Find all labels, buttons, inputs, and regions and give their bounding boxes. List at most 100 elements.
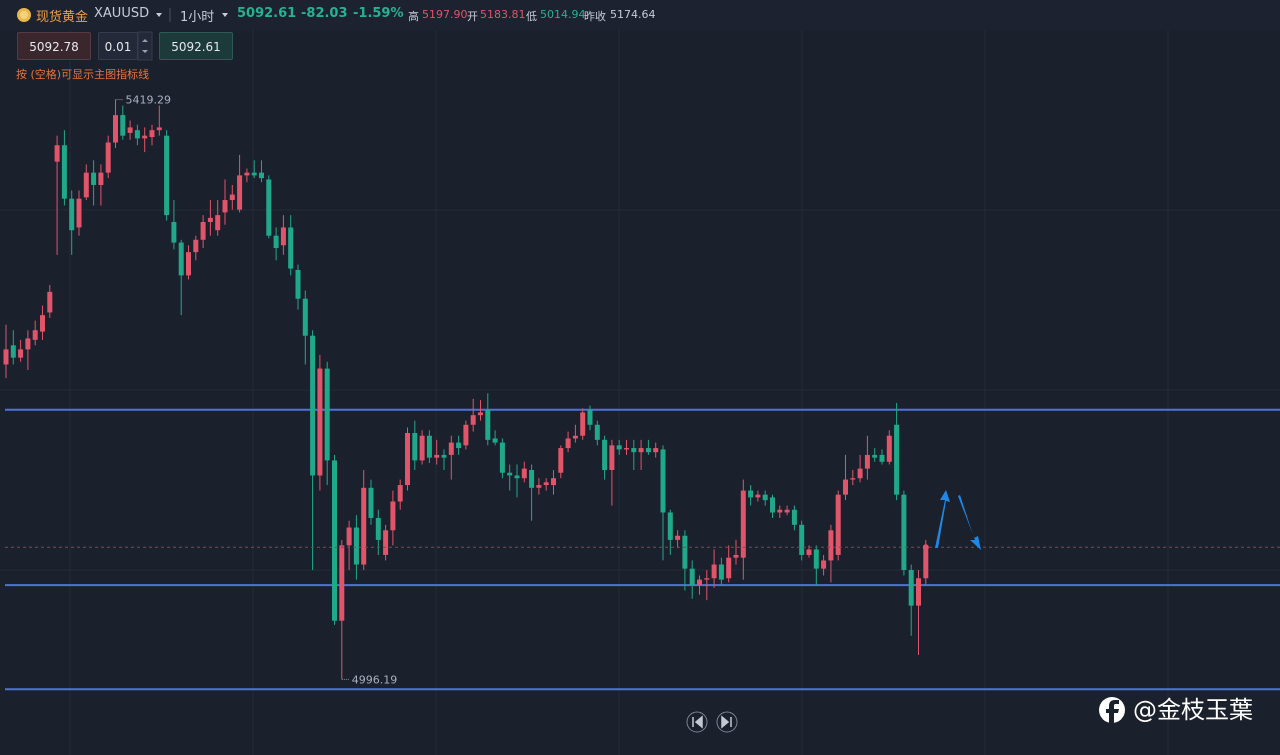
candle-body — [470, 415, 476, 425]
candle-body — [207, 217, 213, 222]
candle-body — [91, 172, 97, 185]
interval-dropdown[interactable] — [222, 13, 228, 17]
candle-body — [222, 200, 228, 213]
low-label: 4996.19 — [352, 673, 398, 686]
candle-body — [229, 194, 235, 201]
candle-body — [244, 172, 250, 176]
candle-body — [339, 545, 345, 621]
down-arrow — [958, 495, 981, 550]
candle-body — [704, 578, 710, 580]
candle-body — [18, 349, 24, 358]
candle-body — [317, 368, 323, 476]
candle-body — [302, 298, 308, 336]
candle-body — [791, 509, 797, 525]
lot-spinner[interactable] — [137, 31, 153, 61]
sell-button[interactable]: 5092.78 — [17, 32, 91, 60]
candle-body — [850, 478, 856, 480]
candle-body — [3, 349, 9, 365]
interval[interactable]: 1小时 — [180, 10, 215, 25]
watermark: @金枝玉葉 — [1133, 696, 1253, 724]
candle-body — [259, 172, 264, 179]
candle-body — [134, 130, 140, 139]
candle-body — [405, 432, 410, 486]
candle-body — [770, 497, 775, 513]
day-high: 5197.90 — [422, 8, 468, 21]
candle-body — [923, 547, 929, 579]
candle-body — [499, 442, 505, 473]
candle-body — [894, 424, 900, 495]
candle-body — [587, 409, 593, 425]
candle-body — [901, 494, 907, 571]
candle-body — [733, 554, 739, 558]
last-price-dot — [922, 544, 929, 551]
candle-body — [127, 127, 133, 133]
facebook-glyph — [1106, 700, 1119, 723]
candle-body — [353, 527, 359, 565]
candle-body — [171, 221, 177, 243]
candle-body — [886, 435, 892, 462]
spinner-arrows — [142, 39, 148, 53]
candle-body — [616, 445, 622, 450]
candle-body — [310, 335, 316, 476]
candle-body — [572, 435, 578, 439]
high-label: 5419.29 — [126, 94, 172, 107]
candle-body — [69, 198, 75, 231]
candle-body — [711, 564, 717, 579]
candle-body — [492, 438, 498, 443]
candle-body — [580, 412, 586, 436]
candle-body — [916, 578, 921, 606]
candle-body — [113, 115, 118, 143]
candle-body — [448, 442, 454, 455]
candle-body — [200, 221, 206, 240]
candle-body — [295, 269, 301, 299]
candle-body — [828, 530, 834, 561]
prev-close-label: 昨收 — [584, 10, 606, 23]
header-bar — [0, 0, 1280, 30]
candle-body — [193, 239, 199, 253]
candle-body — [485, 409, 491, 440]
candle-body — [879, 454, 885, 462]
candle-body — [813, 549, 819, 569]
candle-body — [638, 448, 644, 453]
symbol-dropdown[interactable] — [156, 13, 162, 17]
candle-body — [237, 175, 243, 210]
next-icon — [721, 715, 732, 729]
candle-body — [463, 424, 469, 446]
candle-body — [61, 145, 67, 199]
candle-body — [441, 454, 447, 458]
prev-close: 5174.64 — [610, 8, 656, 21]
buy-button[interactable]: 5092.61 — [159, 32, 233, 60]
candle-body — [821, 560, 827, 569]
candle-body — [332, 460, 337, 621]
candle-body — [660, 449, 666, 513]
lot-input[interactable]: 0.01 — [98, 32, 138, 60]
candle-body — [346, 527, 352, 546]
candle-body — [478, 412, 483, 416]
candle-body — [609, 445, 615, 470]
candle-body — [667, 512, 673, 540]
candle-body — [697, 579, 702, 586]
candle-body — [864, 454, 870, 469]
next-button[interactable] — [716, 711, 738, 733]
candle-body — [32, 330, 38, 340]
candle-body — [784, 509, 790, 513]
candle-body — [624, 448, 629, 450]
candle-body — [40, 315, 45, 332]
candle-body — [514, 475, 520, 479]
candle-body — [10, 345, 16, 358]
candle-body — [98, 172, 104, 185]
candle-body — [266, 179, 272, 236]
candle-body — [178, 242, 184, 276]
prev-button[interactable] — [686, 711, 708, 733]
candle-body — [324, 368, 330, 461]
low-label: 低 — [526, 10, 537, 23]
symbol-name: 现货黄金 — [36, 10, 89, 25]
day-low: 5014.94 — [540, 8, 586, 21]
candle-body — [565, 438, 571, 449]
up-arrow — [935, 490, 950, 548]
symbol-code[interactable]: XAUUSD — [94, 6, 150, 21]
candle-body — [682, 535, 688, 569]
high-label: 高 — [408, 10, 419, 23]
candle-body — [397, 485, 403, 502]
